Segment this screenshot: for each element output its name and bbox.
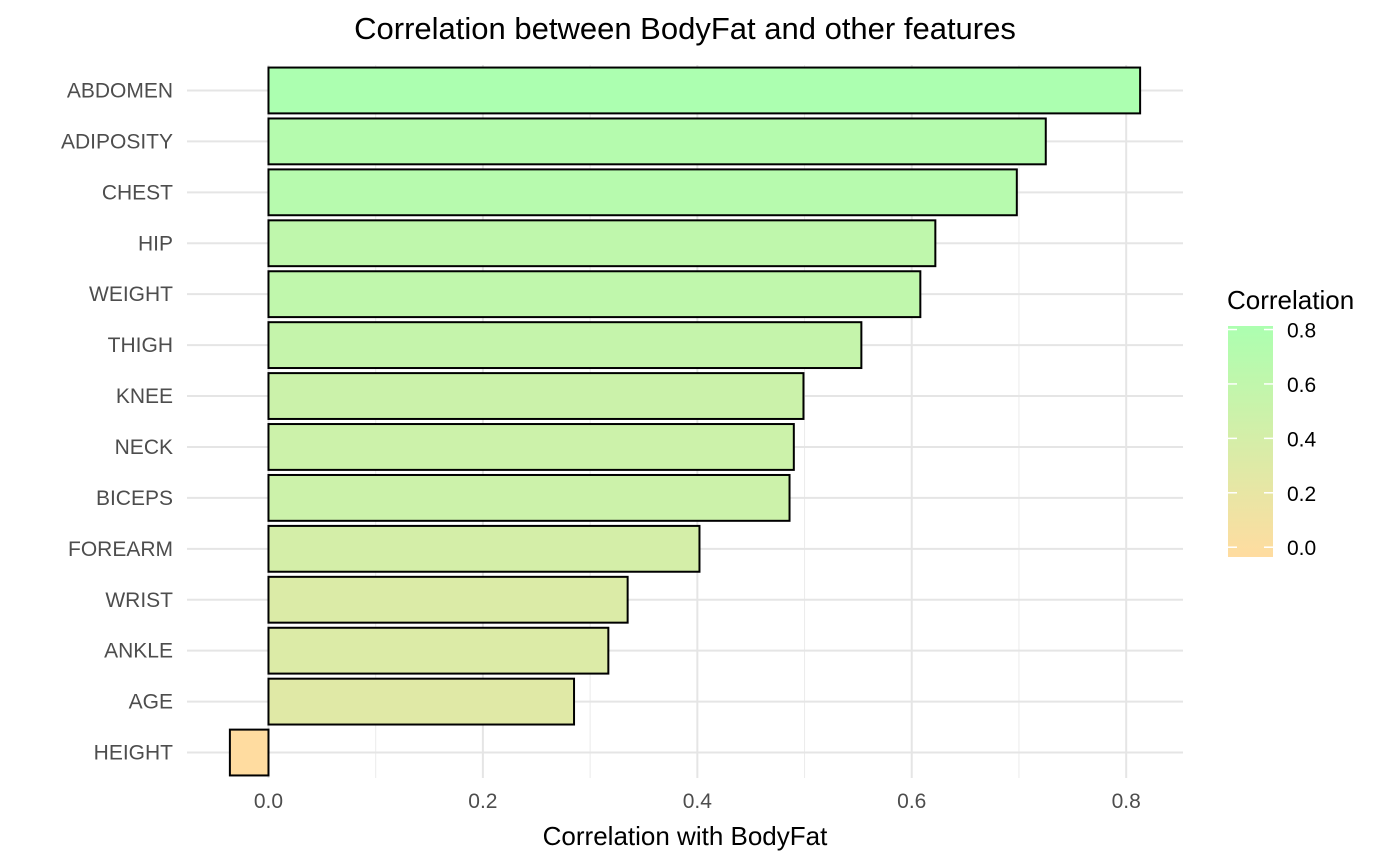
bar-height <box>228 728 270 777</box>
category-label-weight: WEIGHT <box>89 283 173 306</box>
x-tick-label: 0.6 <box>897 790 926 813</box>
category-label-ankle: ANKLE <box>104 640 173 663</box>
legend-ticks: 0.8 0.6 0.4 0.2 0.0 <box>1228 320 1317 560</box>
category-label-height: HEIGHT <box>94 742 174 765</box>
legend-label: 0.8 <box>1287 320 1316 343</box>
legend-label: 0.2 <box>1287 483 1316 506</box>
bar-age <box>267 677 576 726</box>
x-tick-label: 0.2 <box>468 790 497 813</box>
bar-thigh <box>267 321 863 370</box>
legend: Correlation 0.8 0.6 0.4 0.2 0.0 <box>1227 285 1354 560</box>
category-label-wrist: WRIST <box>105 589 173 612</box>
bar-chest <box>267 168 1018 217</box>
bar-adiposity <box>267 117 1047 166</box>
bar-hip <box>267 219 937 268</box>
bar-biceps <box>267 473 791 522</box>
category-label-adiposity: ADIPOSITY <box>61 130 173 153</box>
legend-colorbar <box>1228 326 1273 557</box>
bar-abdomen <box>267 66 1142 115</box>
category-label-age: AGE <box>129 691 173 714</box>
category-label-thigh: THIGH <box>108 334 173 357</box>
x-tick-label: 0.4 <box>683 790 713 813</box>
legend-title: Correlation <box>1227 285 1354 315</box>
legend-label: 0.6 <box>1287 374 1316 397</box>
category-label-neck: NECK <box>115 436 173 459</box>
category-label-abdomen: ABDOMEN <box>67 79 173 102</box>
category-label-knee: KNEE <box>116 385 173 408</box>
bar-weight <box>267 270 922 319</box>
category-labels: ABDOMEN ADIPOSITY CHEST HIP WEIGHT THIGH KNEE N… <box>61 79 173 764</box>
bar-knee <box>267 372 805 420</box>
category-label-forearm: FOREARM <box>68 538 173 561</box>
category-label-hip: HIP <box>138 232 173 255</box>
bar-ankle <box>267 626 610 675</box>
x-tick-label: 0.8 <box>1112 790 1141 813</box>
chart-title: Correlation between BodyFat and other fe… <box>354 11 1016 46</box>
category-label-chest: CHEST <box>102 181 173 204</box>
category-label-biceps: BICEPS <box>96 487 173 510</box>
bars <box>228 66 1142 777</box>
x-axis-title: Correlation with BodyFat <box>543 821 828 851</box>
legend-label: 0.4 <box>1287 428 1317 451</box>
bar-wrist <box>267 575 629 624</box>
bar-forearm <box>267 524 701 573</box>
x-tick-labels: 0.0 0.2 0.4 0.6 0.8 <box>254 790 1141 813</box>
x-tick-label: 0.0 <box>254 790 283 813</box>
bar-neck <box>267 423 795 471</box>
legend-label: 0.0 <box>1287 537 1316 560</box>
